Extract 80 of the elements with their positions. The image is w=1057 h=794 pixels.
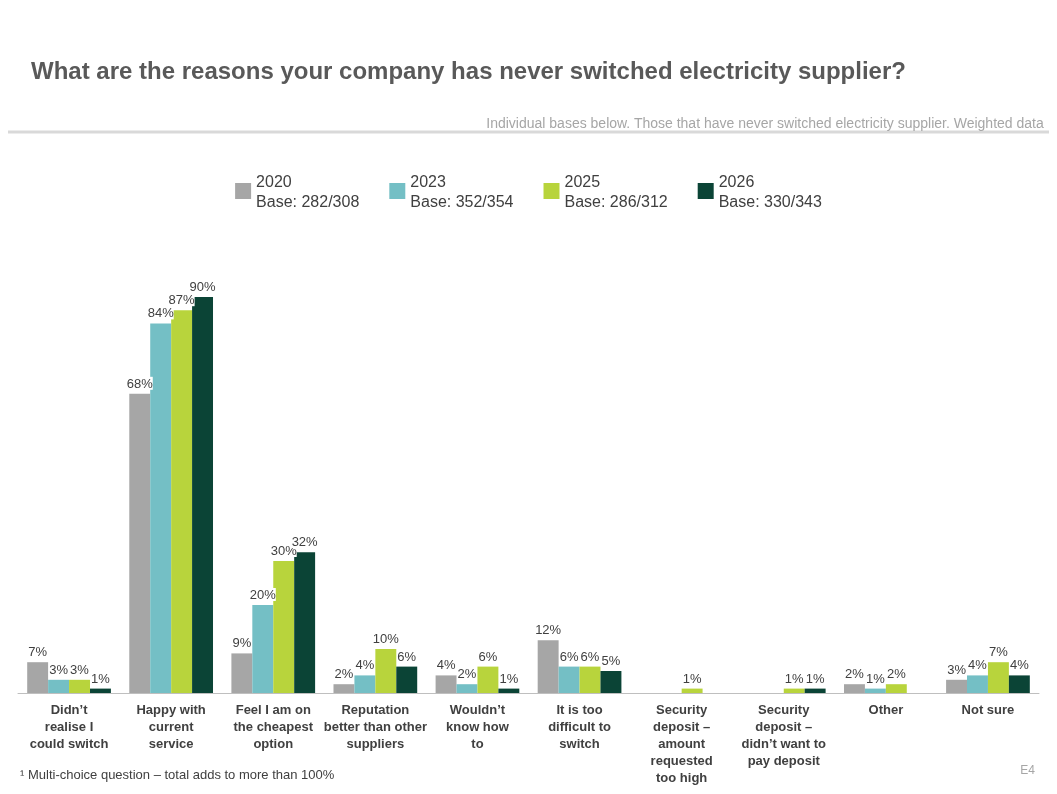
- bar: [231, 653, 253, 693]
- data-label: 4%: [1009, 657, 1030, 673]
- x-tick-label: Security deposit – amount requested too high: [650, 702, 713, 785]
- data-label: 9%: [232, 635, 252, 651]
- data-label: 5%: [601, 653, 621, 668]
- bar: [48, 679, 70, 693]
- bar: [456, 684, 478, 693]
- bar: [69, 679, 90, 693]
- x-tick-label: Other: [868, 702, 904, 717]
- data-label: 1%: [499, 670, 519, 686]
- bar: [987, 662, 1009, 693]
- data-label: 6%: [559, 648, 579, 664]
- data-label: 7%: [989, 644, 1009, 660]
- text: ¹ Multi-choice question – total adds to more than 100%: [20, 767, 335, 782]
- data-label: 90%: [189, 279, 216, 294]
- bar: [885, 684, 907, 693]
- chart-title: What are the reasons your company has never switched electricity supplier?: [31, 56, 906, 84]
- bar: [579, 666, 601, 693]
- x-tick-label: Reputation better than other suppliers: [323, 702, 427, 751]
- bar: [375, 649, 397, 693]
- data-label: 68%: [126, 375, 154, 391]
- bar: [1008, 675, 1030, 693]
- x-tick-label: Not sure: [961, 702, 1015, 717]
- legend-label: 2023 Base: 352/354: [410, 172, 514, 210]
- data-label: 6%: [580, 648, 600, 664]
- bar: [396, 666, 418, 693]
- bar: [946, 679, 968, 693]
- data-label: 1%: [682, 670, 702, 686]
- legend-label: 2020 Base: 282/308: [256, 172, 360, 210]
- bar: [498, 688, 520, 693]
- bar: [537, 640, 559, 693]
- bar: [864, 688, 886, 693]
- data-label: 4%: [436, 657, 456, 673]
- data-label: 2%: [334, 666, 354, 682]
- data-label: 4%: [968, 657, 988, 673]
- x-tick-label: Feel I am on the cheapest option: [233, 702, 314, 751]
- bar: [435, 675, 457, 693]
- data-label: 3%: [70, 661, 90, 677]
- bar: [89, 688, 111, 693]
- data-label: 12%: [535, 622, 562, 638]
- bar: [783, 688, 805, 693]
- data-label: 20%: [249, 587, 277, 602]
- data-label: 1%: [784, 670, 805, 686]
- bar: [558, 666, 580, 693]
- data-label: 3%: [49, 661, 69, 677]
- data-label: 6%: [397, 648, 417, 664]
- bar: [600, 671, 622, 693]
- x-tick-label: Happy with current service: [136, 702, 206, 751]
- x-tick-label: It is too difficult to switch: [548, 702, 612, 751]
- bar: [192, 297, 214, 693]
- bar: [333, 684, 355, 693]
- data-label: 84%: [147, 305, 175, 321]
- data-label: 2%: [845, 666, 865, 682]
- legend-label: 2026 Base: 330/343: [718, 172, 822, 210]
- bar: [843, 684, 865, 693]
- data-label: 7%: [28, 644, 48, 660]
- data-label: 10%: [372, 631, 400, 646]
- data-label: 1%: [865, 670, 886, 686]
- data-label: 1%: [91, 670, 111, 686]
- x-tick-label: Didn’t realise I could switch: [29, 702, 109, 751]
- x-tick-label: Security deposit – didn’t want to pay deposit: [741, 702, 827, 768]
- bar: [252, 605, 274, 693]
- data-label: 2%: [886, 666, 907, 682]
- data-label: 6%: [478, 648, 498, 664]
- data-label: 2%: [457, 666, 477, 682]
- legend-label: 2025 Base: 286/312: [564, 172, 668, 210]
- bar: [967, 675, 988, 693]
- data-label: 87%: [168, 292, 196, 308]
- x-tick-label: Wouldn’t know how to: [446, 702, 510, 751]
- chart-subtitle: Individual bases below. Those that have never switched electricity supplier. Weighted data: [486, 115, 1044, 131]
- data-label: 1%: [805, 670, 825, 686]
- bar: [354, 675, 376, 693]
- bar: [681, 688, 703, 693]
- bar: [804, 688, 826, 693]
- data-label: 3%: [947, 661, 967, 677]
- bar: [27, 662, 49, 693]
- bar: [129, 393, 151, 693]
- data-label: 4%: [355, 657, 375, 673]
- text: E4: [1020, 763, 1036, 777]
- bar: [477, 666, 499, 693]
